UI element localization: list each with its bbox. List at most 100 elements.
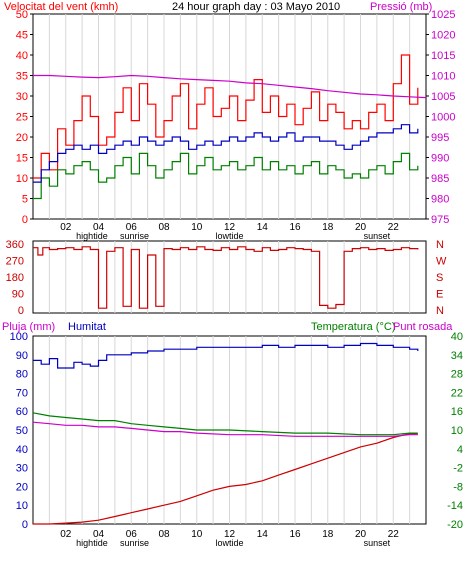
compass-label: E xyxy=(436,289,443,301)
top-x-tick-label: 20 xyxy=(355,222,367,233)
pressure-tick-label: 975 xyxy=(431,214,449,226)
rain-line xyxy=(33,433,418,525)
dewpoint-label: Punt rosada xyxy=(393,321,453,333)
wind-pressure-panel: 0510152025303540455097598098599099510001… xyxy=(16,9,456,241)
temperature-line xyxy=(32,412,418,436)
wind-direction-line xyxy=(33,246,419,309)
bottom-x-tick-label: 22 xyxy=(388,529,400,540)
wind-average-line xyxy=(33,152,419,200)
bottom-x-tick-label: 14 xyxy=(257,529,269,540)
temperature-tick-label: 28 xyxy=(451,369,463,381)
wind-tick-label: 45 xyxy=(16,30,28,42)
bottom-x-tick-label: 16 xyxy=(289,529,301,540)
top-event-hightide: hightide xyxy=(76,231,108,241)
chart-title: 24 hour graph day : 03 Mayo 2010 xyxy=(172,1,340,13)
bottom-event-sunrise: sunrise xyxy=(120,538,149,548)
bottom-x-tick-label: 02 xyxy=(60,529,72,540)
top-x-tick-label: 06 xyxy=(126,222,138,233)
wind-tick-label: 50 xyxy=(16,9,28,21)
top-x-tick-label: 22 xyxy=(388,222,400,233)
direction-tick-label: 90 xyxy=(12,289,24,301)
temperature-tick-label: -14 xyxy=(447,500,463,512)
wind-tick-label: 40 xyxy=(16,50,28,62)
rain-humidity-tick-label: 90 xyxy=(16,350,28,362)
top-x-tick-label: 10 xyxy=(191,222,203,233)
top-x-tick-label: 08 xyxy=(158,222,170,233)
bottom-event-sunset: sunset xyxy=(364,538,391,548)
wind-axis-label: Velocitat del vent (kmh) xyxy=(4,1,118,13)
wind-tick-label: 0 xyxy=(22,214,28,226)
pressure-tick-label: 980 xyxy=(431,194,449,206)
top-event-lowtide: lowtide xyxy=(215,231,243,241)
dewpoint-line xyxy=(32,421,418,437)
pressure-tick-label: 1000 xyxy=(431,112,455,124)
bottom-x-tick-label: 12 xyxy=(224,529,236,540)
rain-humidity-tick-label: 50 xyxy=(16,425,28,437)
wind-tick-label: 25 xyxy=(16,112,28,124)
temperature-tick-label: 40 xyxy=(451,331,463,343)
rain-humidity-tick-label: 30 xyxy=(16,463,28,475)
compass-label: N xyxy=(436,239,444,251)
top-x-tick-label: 04 xyxy=(93,222,105,233)
pressure-axis-label: Pressió (mb) xyxy=(370,1,432,13)
rain-humidity-tick-label: 60 xyxy=(16,406,28,418)
compass-label: N xyxy=(436,305,444,317)
top-x-tick-label: 16 xyxy=(289,222,301,233)
pressure-tick-label: 1010 xyxy=(431,71,455,83)
bottom-x-tick-label: 10 xyxy=(191,529,203,540)
top-event-sunrise: sunrise xyxy=(120,231,149,241)
wind-tick-label: 10 xyxy=(16,173,28,185)
pressure-tick-label: 1020 xyxy=(431,30,455,42)
humidity-label: Humitat xyxy=(68,321,106,333)
compass-label: S xyxy=(436,272,443,284)
temperature-tick-label: 16 xyxy=(451,406,463,418)
rain-humidity-tick-label: 0 xyxy=(22,519,28,531)
wind-tick-label: 30 xyxy=(16,91,28,103)
rain-humidity-tick-label: 100 xyxy=(10,331,28,343)
bottom-x-tick-label: 04 xyxy=(93,529,105,540)
direction-tick-label: 180 xyxy=(6,272,24,284)
top-event-sunset: sunset xyxy=(364,231,391,241)
rain-humidity-tick-label: 20 xyxy=(16,481,28,493)
pressure-tick-label: 1015 xyxy=(431,50,455,62)
top-x-tick-label: 18 xyxy=(322,222,334,233)
wind-tick-label: 20 xyxy=(16,132,28,144)
rain-humidity-tick-label: 80 xyxy=(16,369,28,381)
bottom-x-tick-label: 08 xyxy=(158,529,170,540)
top-x-tick-label: 14 xyxy=(257,222,269,233)
humidity-line xyxy=(33,342,419,369)
temperature-tick-label: -8 xyxy=(453,481,463,493)
temperature-tick-label: 34 xyxy=(451,350,463,362)
wind-secondary-line xyxy=(33,124,419,183)
rain-temperature-panel: 0 10 20 30 40 50 60 70 80 90 100 -20 -14 -8 -2 4 10 16 22 2… xyxy=(10,331,463,548)
rain-humidity-tick-label: 70 xyxy=(16,387,28,399)
wind-tick-label: 5 xyxy=(22,194,28,206)
rain-humidity-tick-label: 40 xyxy=(16,444,28,456)
bottom-event-lowtide: lowtide xyxy=(215,538,243,548)
temperature-tick-label: 10 xyxy=(451,425,463,437)
temperature-tick-label: 22 xyxy=(451,387,463,399)
bottom-x-tick-label: 20 xyxy=(355,529,367,540)
temperature-tick-label: -20 xyxy=(447,519,463,531)
wind-tick-label: 15 xyxy=(16,153,28,165)
wind-gust-line xyxy=(33,54,419,179)
direction-tick-label: 270 xyxy=(6,256,24,268)
direction-tick-label: 0 xyxy=(18,305,24,317)
pressure-tick-label: 1025 xyxy=(431,9,455,21)
temperature-tick-label: -2 xyxy=(453,463,463,475)
pressure-tick-label: 1005 xyxy=(431,91,455,103)
bottom-x-tick-label: 06 xyxy=(126,529,138,540)
bottom-x-tick-label: 18 xyxy=(322,529,334,540)
direction-tick-label: 360 xyxy=(6,239,24,251)
rain-axis-label: Pluja (mm) xyxy=(2,321,55,333)
bottom-event-hightide: hightide xyxy=(76,538,108,548)
compass-label: W xyxy=(436,256,447,268)
temperature-axis-label: Temperatura (°C) xyxy=(311,321,395,333)
pressure-tick-label: 990 xyxy=(431,153,449,165)
wind-tick-label: 35 xyxy=(16,71,28,83)
pressure-line xyxy=(33,74,427,99)
